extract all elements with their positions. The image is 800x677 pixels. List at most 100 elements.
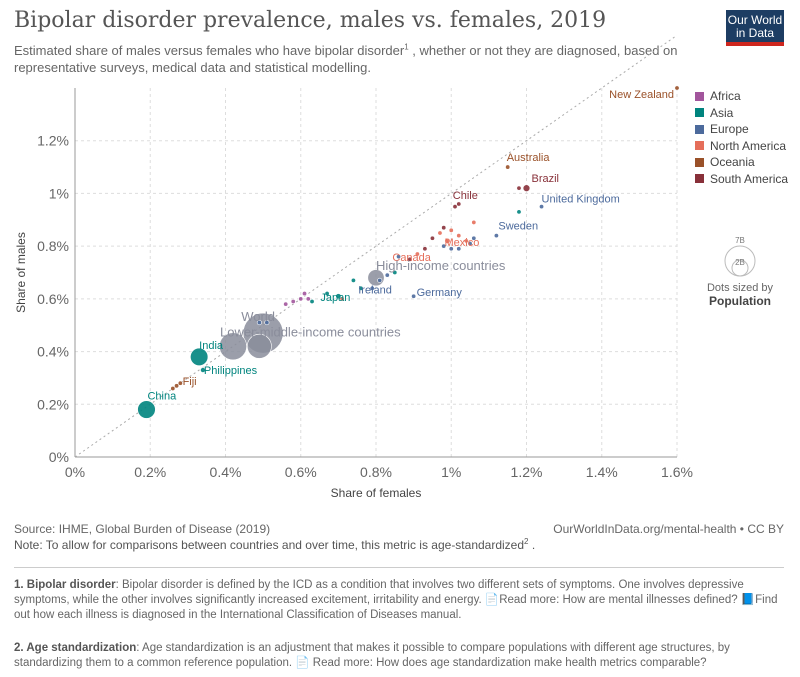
point-label: Fiji xyxy=(183,376,197,388)
y-tick-label: 0.4% xyxy=(37,344,69,360)
data-point[interactable] xyxy=(467,241,473,247)
point-label: United Kingdom xyxy=(542,194,620,206)
data-point[interactable] xyxy=(441,243,447,249)
data-point[interactable] xyxy=(256,320,262,326)
data-point[interactable] xyxy=(452,204,458,210)
note-end: . xyxy=(528,538,536,552)
legend-label: Europe xyxy=(710,122,749,137)
data-point[interactable] xyxy=(170,385,176,391)
size-label-big: 7B xyxy=(735,236,745,245)
point-germany[interactable] xyxy=(411,293,417,299)
point-label: Japan xyxy=(320,292,350,304)
x-tick-label: 0% xyxy=(65,464,85,480)
data-point[interactable] xyxy=(324,291,330,297)
data-point[interactable] xyxy=(448,227,454,233)
data-point[interactable] xyxy=(437,230,443,236)
data-point[interactable] xyxy=(246,333,272,359)
legend-swatch xyxy=(695,141,704,151)
point-ireland[interactable] xyxy=(369,285,375,291)
data-point[interactable] xyxy=(516,185,522,191)
data-point[interactable] xyxy=(302,291,308,297)
legend-item-oceania[interactable]: Oceania xyxy=(695,154,788,171)
scatter-chart: 0% 0.2% 0.4% 0.6% 0.8% 1% 1.2% 0% 0.2% 0.4% 0.6% 0.… xyxy=(14,34,693,500)
footnote-1-link-1[interactable]: Read more: How are mental illnesses defi… xyxy=(499,594,738,606)
source-text[interactable]: Source: IHME, Global Burden of Disease (… xyxy=(14,522,271,536)
point-fiji[interactable] xyxy=(174,383,180,389)
data-point[interactable] xyxy=(290,298,296,304)
legend-label: North America xyxy=(710,138,787,153)
footnote-1-label: 1. Bipolar disorder xyxy=(14,579,116,591)
x-tick-label: 1.4% xyxy=(586,464,618,480)
size-legend-circles: 7B 2B xyxy=(724,236,756,277)
data-point[interactable] xyxy=(177,380,183,386)
data-point[interactable] xyxy=(384,272,390,278)
data-point[interactable] xyxy=(264,320,270,326)
point-lower-middle-income-countries[interactable] xyxy=(219,332,247,361)
data-point[interactable] xyxy=(456,246,462,252)
size-variable: Population xyxy=(709,294,771,308)
point-sweden[interactable] xyxy=(493,233,499,239)
data-point[interactable] xyxy=(407,256,413,262)
y-tick-label: 1% xyxy=(49,185,69,201)
legend-item-asia[interactable]: Asia xyxy=(695,105,788,122)
data-point[interactable] xyxy=(456,233,462,239)
point-china[interactable] xyxy=(137,400,156,419)
point-brazil[interactable] xyxy=(522,184,531,192)
point-mexico[interactable] xyxy=(444,237,451,244)
point-japan[interactable] xyxy=(335,293,342,300)
point-india[interactable] xyxy=(190,347,209,366)
note-text: Note: To allow for comparisons between c… xyxy=(14,537,536,553)
owid-logo[interactable]: Our World in Data xyxy=(726,10,784,46)
point-australia[interactable] xyxy=(505,164,511,170)
footnote-1-link-2[interactable]: Find out how each illness is diagnosed i… xyxy=(14,594,778,621)
point-label: World xyxy=(241,309,275,324)
footnote-2-label: 2. Age standardization xyxy=(14,642,137,654)
data-point[interactable] xyxy=(471,235,477,241)
legend-item-south-america[interactable]: South America xyxy=(695,171,788,188)
footnote-ref-2[interactable]: 2 xyxy=(524,537,529,546)
data-point[interactable] xyxy=(305,296,311,302)
document-icon: 📄 xyxy=(295,657,310,669)
data-point[interactable] xyxy=(309,298,315,304)
point-united-kingdom[interactable] xyxy=(539,204,545,210)
data-point[interactable] xyxy=(441,225,447,231)
data-point[interactable] xyxy=(350,277,356,283)
x-tick-label: 0.6% xyxy=(285,464,317,480)
chart-title: Bipolar disorder prevalence, males vs. f… xyxy=(14,8,607,33)
point-label: India xyxy=(199,340,224,352)
point-label: Mexico xyxy=(444,237,479,249)
y-tick-label: 1.2% xyxy=(37,133,69,149)
x-tick-label: 0.8% xyxy=(360,464,392,480)
point-label: Ireland xyxy=(358,284,392,296)
data-point[interactable] xyxy=(429,235,435,241)
legend-item-north-america[interactable]: North America xyxy=(695,138,788,155)
point-canada[interactable] xyxy=(414,251,420,257)
data-point[interactable] xyxy=(422,246,428,252)
point-chile[interactable] xyxy=(456,201,462,207)
data-point[interactable] xyxy=(298,296,304,302)
legend-swatch xyxy=(695,108,704,118)
footnote-1: 1. Bipolar disorder: Bipolar disorder is… xyxy=(14,578,786,623)
data-point[interactable] xyxy=(471,219,477,225)
data-point[interactable] xyxy=(396,254,402,260)
credit-text[interactable]: OurWorldInData.org/mental-health • CC BY xyxy=(553,522,784,536)
data-point[interactable] xyxy=(339,296,345,302)
footnote-2-link[interactable]: Read more: How does age standardization … xyxy=(309,657,707,669)
data-point[interactable] xyxy=(516,209,522,215)
footnote-ref-1[interactable]: 1 xyxy=(404,42,409,52)
point-label: High-income countries xyxy=(376,258,506,273)
data-point[interactable] xyxy=(448,246,454,252)
legend-item-africa[interactable]: Africa xyxy=(695,88,788,105)
footnote-1-text: : Bipolar disorder is defined by the ICD… xyxy=(14,579,744,606)
legend-swatch xyxy=(695,91,704,101)
legend-item-europe[interactable]: Europe xyxy=(695,121,788,138)
point-new-zealand[interactable] xyxy=(674,85,680,91)
data-point[interactable] xyxy=(358,285,364,291)
data-point[interactable] xyxy=(392,269,398,275)
data-point[interactable] xyxy=(463,238,469,244)
legend: Africa Asia Europe North America Oceania Sout… xyxy=(695,88,788,187)
footnote-divider xyxy=(14,567,784,568)
point-philippines[interactable] xyxy=(200,367,206,373)
data-point[interactable] xyxy=(283,301,289,307)
data-point[interactable] xyxy=(377,277,383,283)
